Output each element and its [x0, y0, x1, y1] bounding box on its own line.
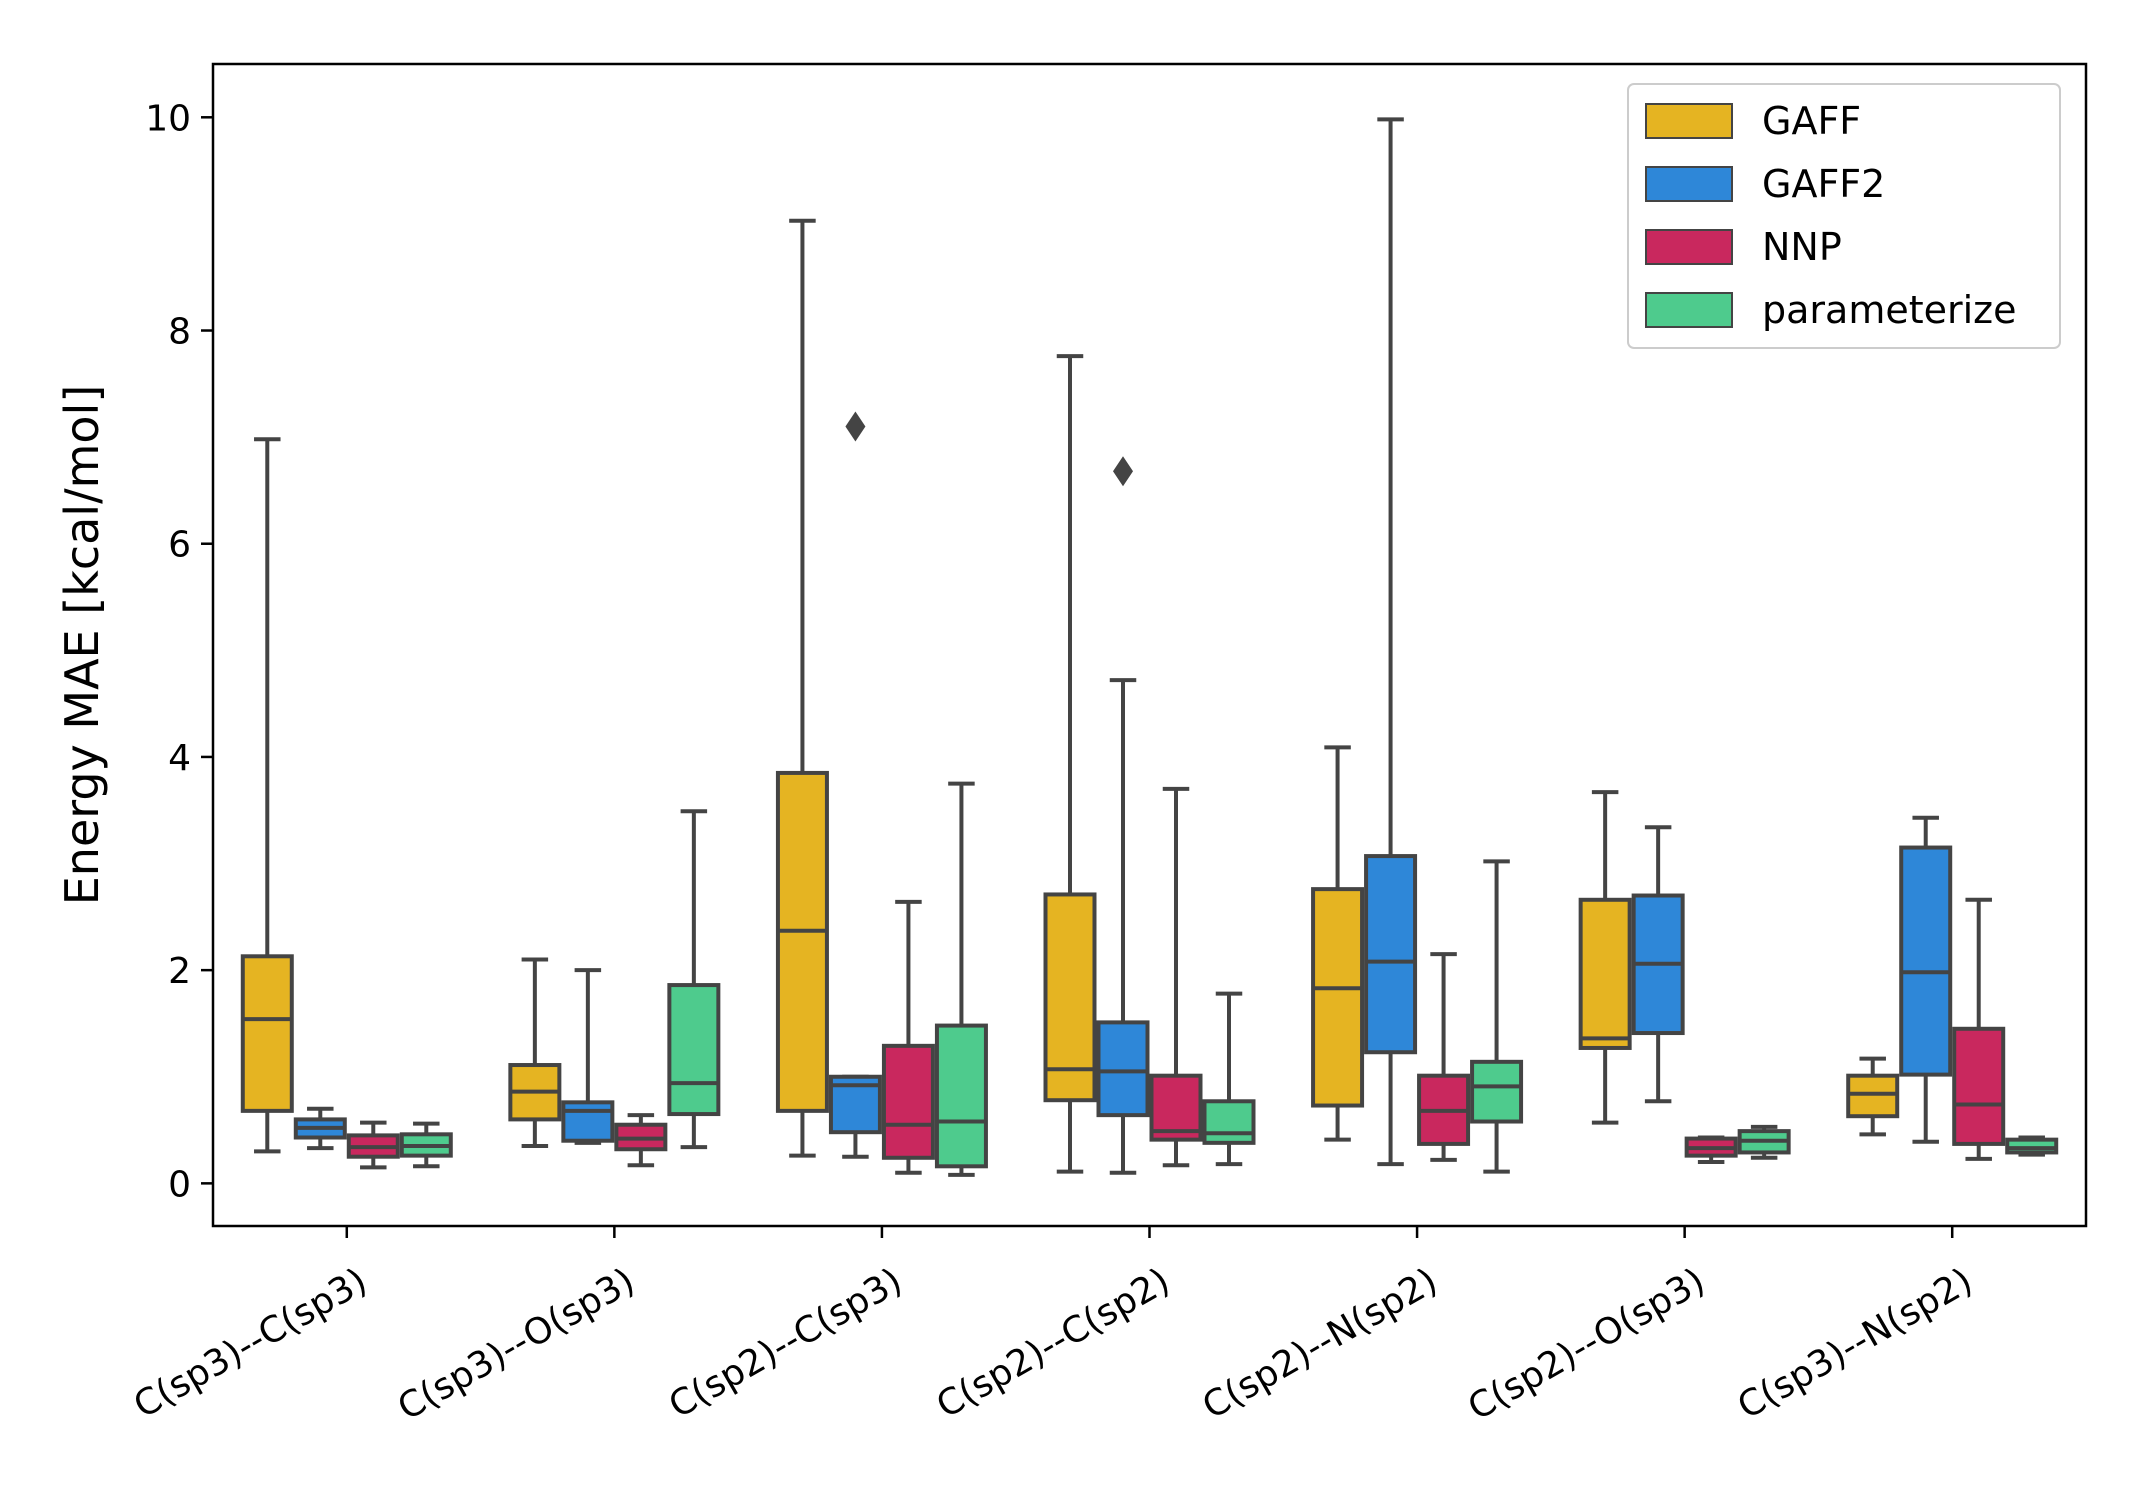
outlier-point: [1113, 456, 1133, 487]
box-gaff2-5: [1631, 825, 1685, 1104]
legend-swatch-parameterize: [1645, 292, 1733, 328]
box-iqr: [1096, 1020, 1150, 1118]
box-iqr: [881, 1043, 935, 1160]
box-iqr: [1899, 845, 1953, 1077]
box-gaff2-2: [828, 411, 882, 1159]
box-iqr: [1202, 1099, 1256, 1145]
box-parameterize-1: [667, 809, 721, 1150]
legend-label-nnp: NNP: [1762, 225, 1842, 269]
series-nnp: [346, 786, 2006, 1175]
box-iqr: [240, 954, 294, 1113]
box-gaff-3: [1043, 354, 1097, 1174]
y-tick-label: 4: [168, 738, 191, 779]
box-nnp-2: [881, 899, 935, 1175]
box-gaff2-0: [293, 1106, 347, 1151]
box-iqr: [1470, 1059, 1524, 1124]
y-axis: 0 2 4 6 8 10: [145, 98, 213, 1205]
box-gaff2-3: [1096, 456, 1150, 1175]
box-iqr: [1846, 1073, 1900, 1119]
box-parameterize-2: [934, 781, 988, 1177]
y-tick-label: 2: [168, 951, 191, 992]
box-gaff2-1: [561, 968, 615, 1145]
outlier-point: [845, 411, 866, 442]
box-gaff-1: [508, 957, 562, 1149]
box-gaff-5: [1578, 790, 1632, 1125]
box-iqr: [775, 770, 829, 1113]
box-iqr: [1578, 897, 1632, 1050]
box-parameterize-4: [1470, 859, 1524, 1174]
legend-swatch-nnp: [1645, 229, 1733, 265]
box-parameterize-0: [399, 1121, 453, 1169]
box-gaff-6: [1846, 1056, 1900, 1137]
box-gaff2-6: [1899, 815, 1953, 1144]
box-parameterize-3: [1202, 991, 1256, 1167]
box-iqr: [1952, 1026, 2006, 1146]
y-tick-label: 8: [168, 312, 191, 353]
box-gaff-4: [1311, 745, 1365, 1142]
box-nnp-6: [1952, 897, 2006, 1161]
series-gaff2: [293, 117, 1953, 1175]
box-nnp-4: [1417, 952, 1471, 1162]
box-parameterize-5: [1737, 1124, 1791, 1160]
box-parameterize-6: [2005, 1135, 2059, 1157]
legend-label-parameterize: parameterize: [1762, 288, 2017, 332]
y-tick-label: 6: [168, 525, 191, 566]
box-nnp-0: [346, 1120, 400, 1170]
y-axis-label: Energy MAE [kcal/mol]: [55, 385, 109, 906]
box-nnp-5: [1684, 1135, 1738, 1165]
box-iqr: [2005, 1137, 2059, 1155]
legend-frame: [1627, 83, 2061, 349]
legend-swatch-gaff: [1645, 103, 1733, 139]
legend-label-gaff2: GAFF2: [1762, 162, 1885, 206]
box-iqr: [667, 983, 721, 1117]
box-nnp-3: [1149, 786, 1203, 1168]
legend: GAFF GAFF2 NNP parameterize: [1627, 83, 2061, 349]
box-gaff-0: [240, 437, 294, 1154]
box-gaff2-4: [1364, 117, 1418, 1167]
series-parameterize: [399, 781, 2059, 1177]
box-iqr: [1364, 854, 1418, 1055]
box-iqr: [1149, 1073, 1203, 1142]
box-iqr: [561, 1100, 615, 1143]
series-gaff: [240, 218, 1900, 1174]
y-tick-label: 10: [145, 98, 191, 139]
box-nnp-1: [614, 1113, 668, 1168]
box-gaff-2: [775, 218, 829, 1158]
box-iqr: [1043, 892, 1097, 1103]
legend-label-gaff: GAFF: [1762, 99, 1861, 143]
box-iqr: [934, 1023, 988, 1169]
box-iqr: [1311, 887, 1365, 1108]
y-tick-label: 0: [168, 1164, 191, 1205]
legend-swatch-gaff2: [1645, 166, 1733, 202]
